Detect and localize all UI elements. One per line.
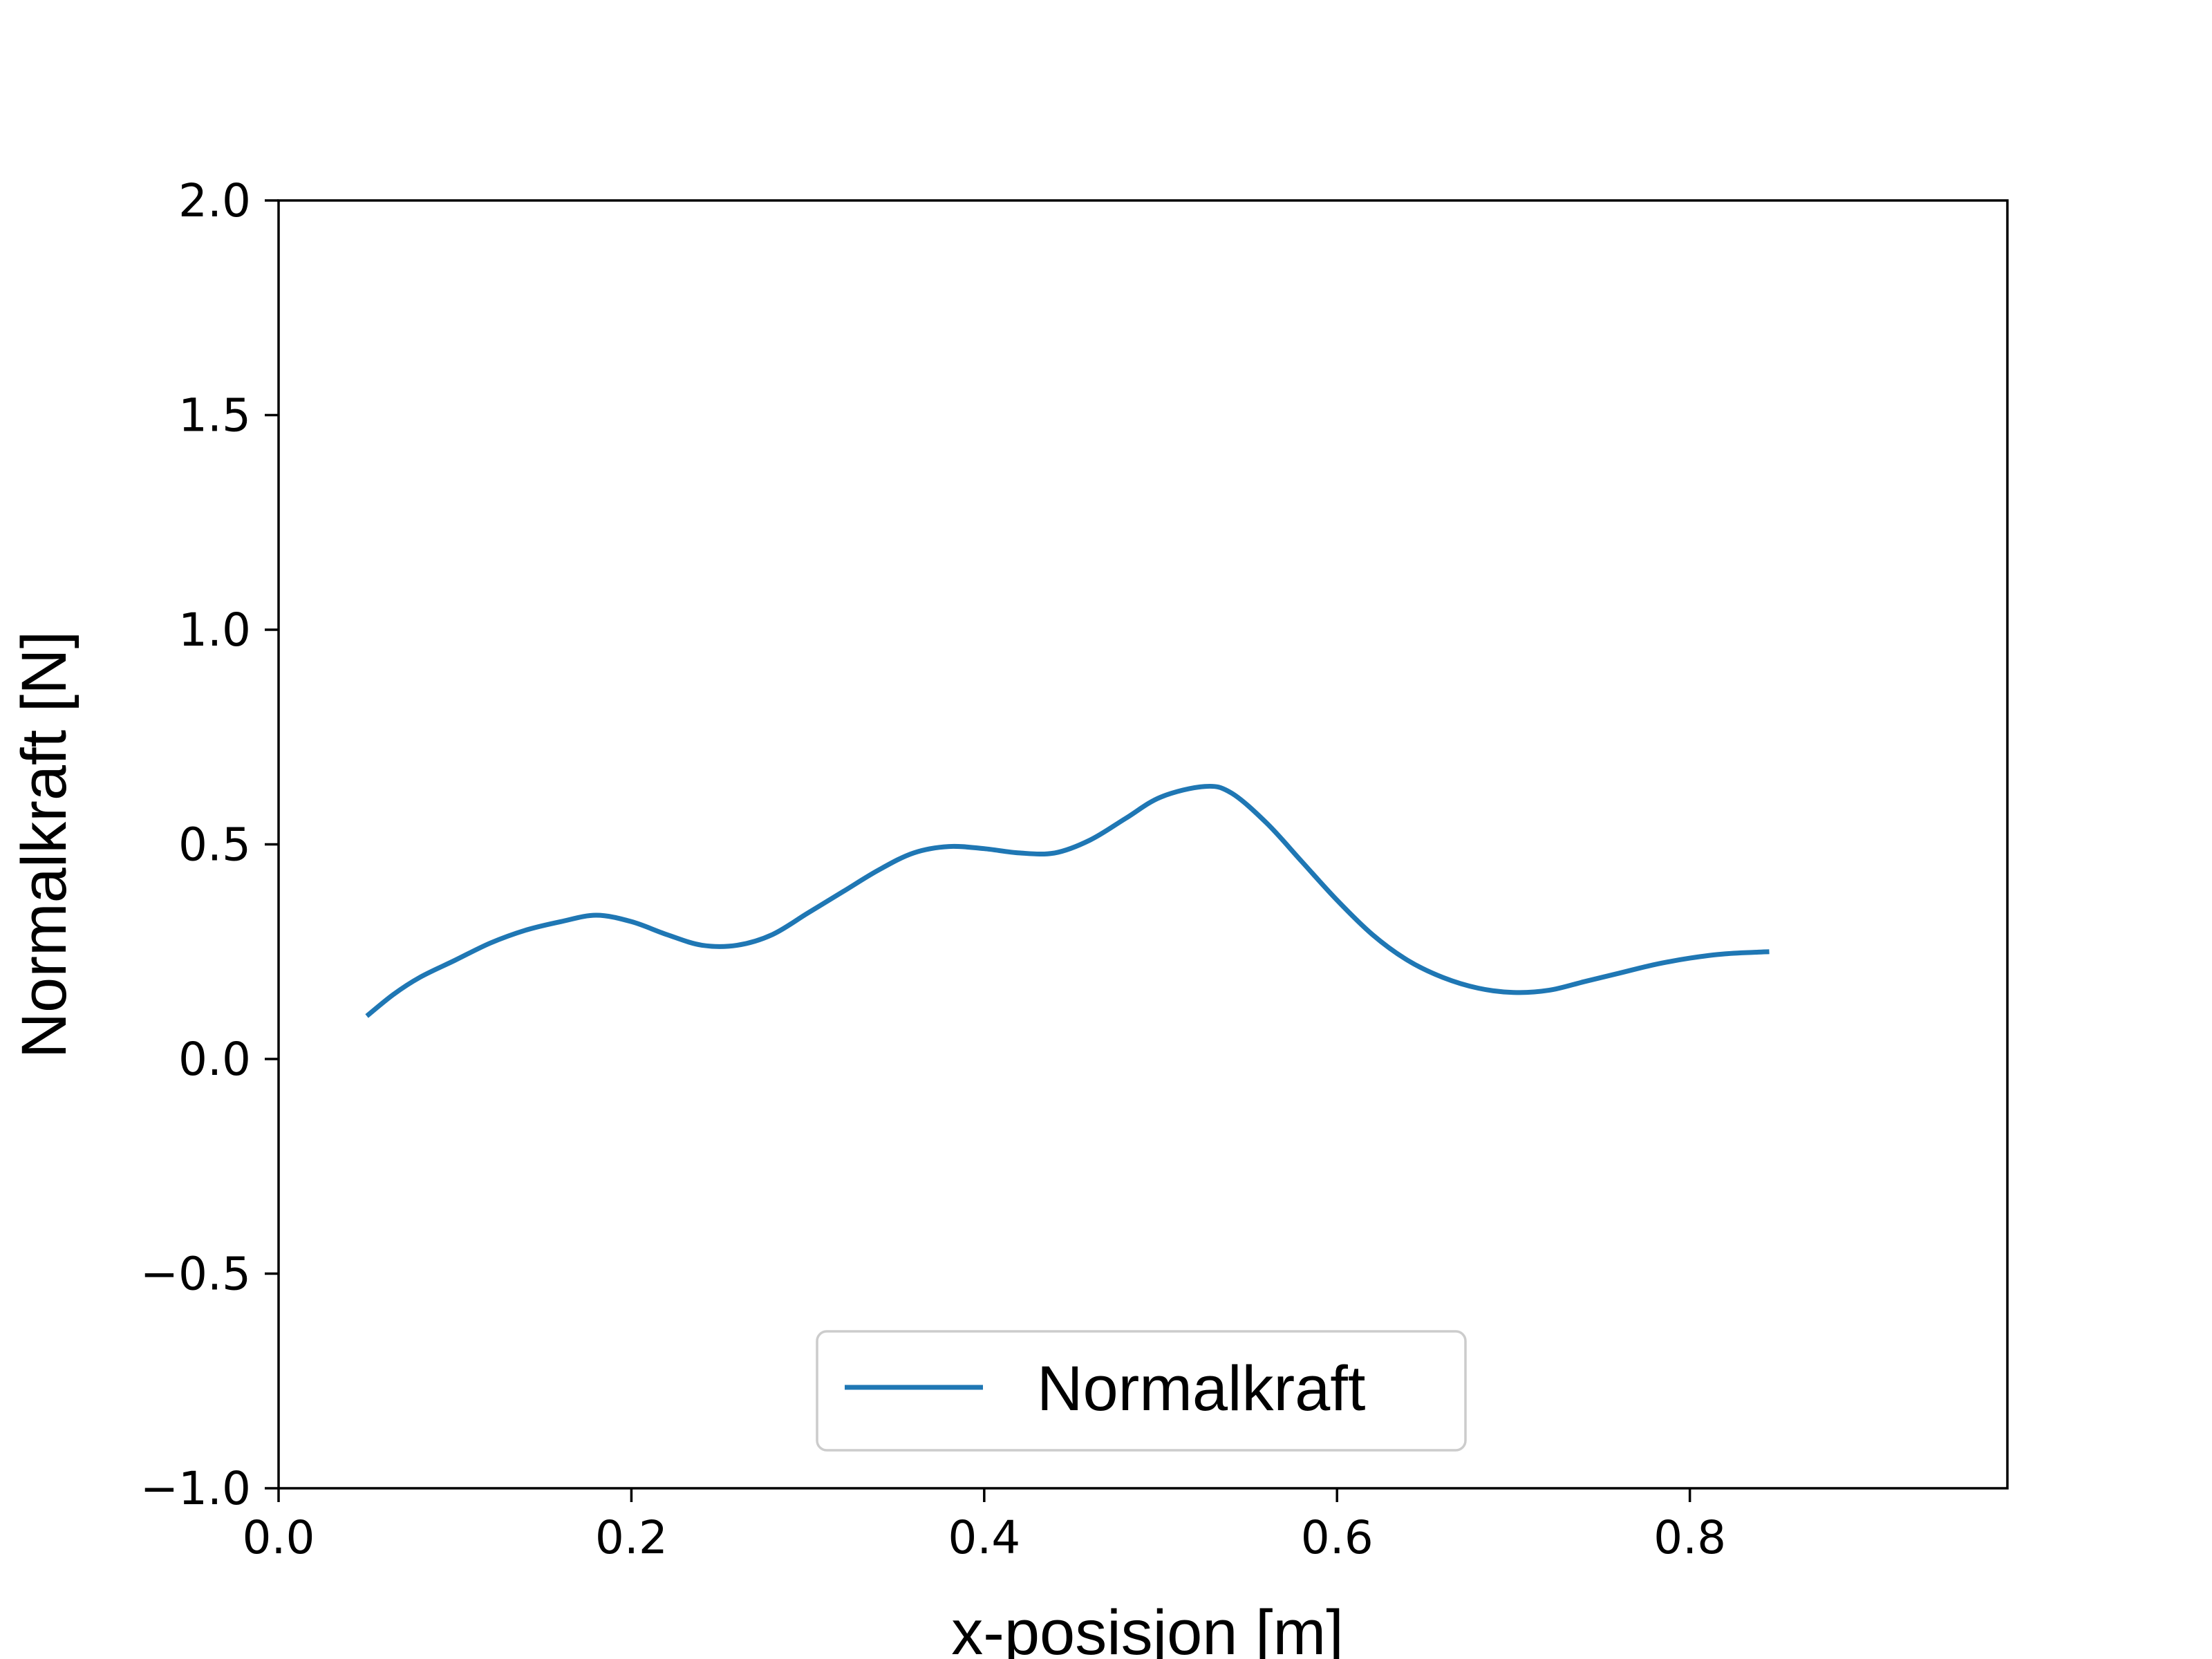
x-axis-ticks: 0.0 0.2 0.4 0.6 0.8 [243, 1488, 1726, 1564]
legend: Normalkraft [816, 1330, 1467, 1452]
legend-label: Normalkraft [1037, 1353, 1365, 1424]
series-line-normalkraft [365, 783, 1770, 1018]
y-tick-label: 1.0 [178, 603, 251, 657]
y-tick-label: 1.5 [178, 389, 251, 442]
x-tick-label: 0.2 [595, 1511, 668, 1564]
y-tick-label: 2.0 [178, 174, 251, 227]
x-tick-label: 0.0 [243, 1511, 315, 1564]
y-tick-label: −0.5 [140, 1248, 251, 1301]
y-tick-label: 0.0 [178, 1033, 251, 1086]
x-axis-label: x-posisjon [m] [951, 1597, 1344, 1659]
plot-frame [277, 199, 2009, 1490]
x-tick-label: 0.6 [1301, 1511, 1374, 1564]
x-tick-label: 0.4 [948, 1511, 1020, 1564]
x-tick-label: 0.8 [1653, 1511, 1726, 1564]
plot-lines [365, 783, 1770, 1018]
y-axis-ticks: −1.0 −0.5 0.0 0.5 1.0 1.5 2.0 [140, 174, 279, 1515]
legend-box [816, 1330, 1467, 1452]
y-axis-label: Normalkraft [N] [9, 631, 79, 1059]
y-tick-label: −1.0 [140, 1462, 251, 1515]
y-tick-label: 0.5 [178, 818, 251, 872]
